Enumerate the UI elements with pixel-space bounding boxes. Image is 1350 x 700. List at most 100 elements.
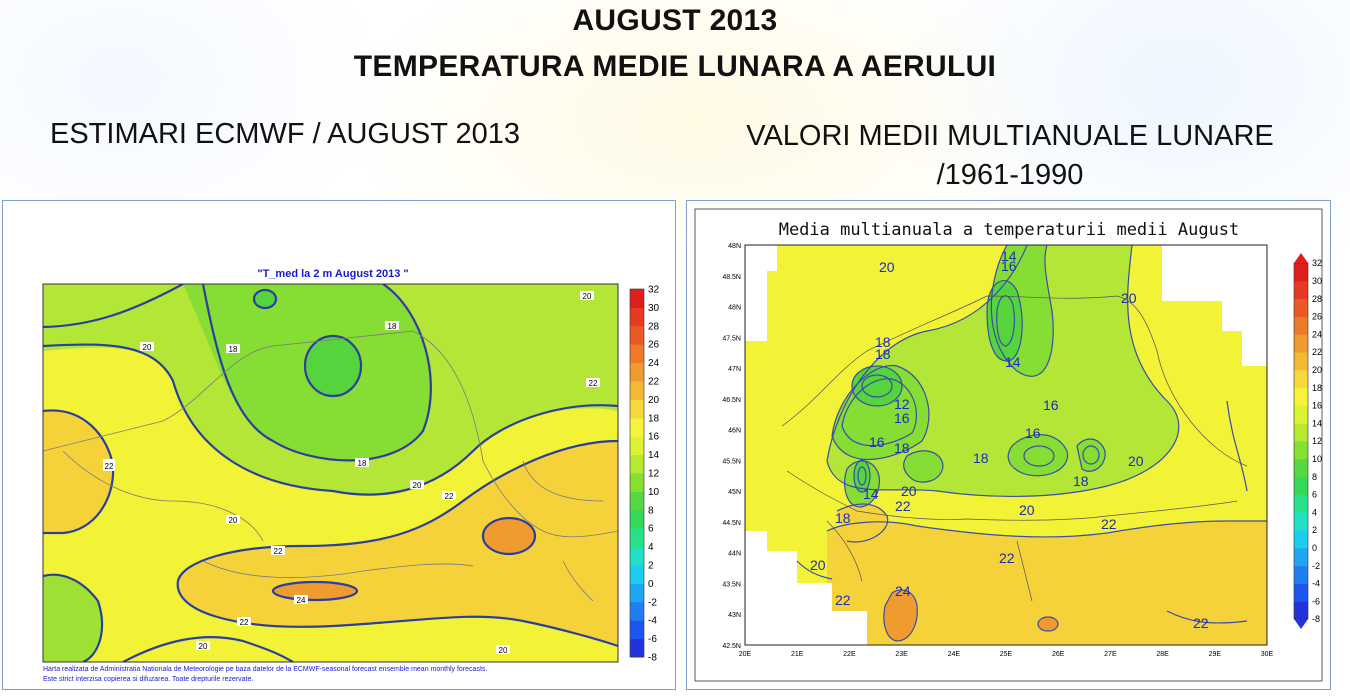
legend-swatch bbox=[630, 325, 644, 345]
legend-arrow-up bbox=[1294, 253, 1308, 263]
legend-swatch bbox=[1294, 565, 1308, 584]
slide-title: AUGUST 2013 bbox=[572, 4, 778, 37]
contour-label: 18 bbox=[875, 346, 891, 362]
svg-text:20: 20 bbox=[229, 516, 238, 525]
longitude-label: 30E bbox=[1261, 651, 1274, 658]
contour-label: 22 bbox=[237, 617, 251, 627]
legend-swatch bbox=[630, 509, 644, 529]
legend-swatch bbox=[630, 289, 644, 308]
contour-label: 18 bbox=[973, 450, 989, 466]
legend-swatch bbox=[1294, 494, 1308, 513]
ecmwf-forecast-map: "T_med la 2 m August 2013 " bbox=[42, 268, 660, 683]
contour-label: 20 bbox=[496, 645, 510, 655]
legend-label: 16 bbox=[648, 432, 660, 443]
longitude-label: 28E bbox=[1156, 651, 1169, 658]
left-map-caption: ESTIMARI ECMWF / AUGUST 2013 bbox=[50, 118, 521, 150]
contour-label: 22 bbox=[103, 459, 115, 471]
contour-label: 20 bbox=[1128, 453, 1144, 469]
legend-swatch bbox=[630, 417, 644, 437]
legend-swatch bbox=[630, 620, 644, 640]
legend-swatch bbox=[1294, 583, 1308, 602]
latitude-label: 48.5N bbox=[722, 274, 741, 281]
contour-label: 14 bbox=[1001, 248, 1017, 264]
climatology-contour-labels: 20 14 16 20 18 14 18 12 16 16 18 16 18 1… bbox=[810, 248, 1209, 631]
contour-label: 18 bbox=[894, 440, 910, 456]
legend-label: 18 bbox=[1312, 383, 1322, 393]
legend-label: 22 bbox=[1312, 347, 1322, 357]
contour-label: 14 bbox=[863, 486, 879, 502]
legend-swatch bbox=[1294, 405, 1308, 424]
legend-label: 26 bbox=[648, 340, 660, 351]
ecmwf-temperature-field bbox=[43, 284, 618, 662]
contour-label: 20 bbox=[226, 515, 240, 525]
legend-label: 4 bbox=[648, 542, 654, 553]
latitude-label: 46N bbox=[728, 428, 741, 435]
legend-label: -2 bbox=[648, 597, 657, 608]
legend-swatch bbox=[630, 528, 644, 548]
longitude-label: 25E bbox=[1000, 651, 1013, 658]
contour-label: 18 bbox=[226, 344, 240, 354]
legend-label: 24 bbox=[648, 358, 660, 369]
legend-swatch bbox=[630, 638, 644, 658]
legend-swatch bbox=[1294, 387, 1308, 406]
legend-label: 26 bbox=[1312, 312, 1322, 322]
contour-label: 20 bbox=[196, 641, 210, 651]
legend-swatch bbox=[630, 344, 644, 364]
legend-swatch bbox=[1294, 352, 1308, 371]
legend-swatch bbox=[1294, 458, 1308, 478]
legend-swatch bbox=[1294, 280, 1308, 300]
legend-swatch bbox=[630, 583, 644, 603]
legend-swatch bbox=[1294, 547, 1308, 567]
legend-label: -4 bbox=[1312, 579, 1320, 589]
contour-label: 18 bbox=[835, 510, 851, 526]
svg-text:22: 22 bbox=[240, 618, 249, 627]
legend-label: 24 bbox=[1312, 329, 1322, 339]
right-caption-line1: VALORI MEDII MULTIANUALE LUNARE bbox=[746, 120, 1274, 152]
legend-swatch bbox=[630, 362, 644, 382]
contour-label: 20 bbox=[901, 483, 917, 499]
latitude-label: 45.5N bbox=[722, 458, 741, 465]
legend-label: 28 bbox=[648, 321, 660, 332]
legend-label: -6 bbox=[1312, 596, 1320, 606]
longitude-tick-labels: 20E 21E 22E 23E 24E 25E 26E 27E 28E 29E 30E bbox=[739, 651, 1274, 658]
legend-arrow-down bbox=[1294, 619, 1308, 629]
svg-text:18: 18 bbox=[358, 459, 367, 468]
latitude-label: 44N bbox=[728, 551, 741, 558]
contour-label: 12 bbox=[894, 396, 910, 412]
contour-label: 18 bbox=[385, 321, 399, 331]
legend-swatch bbox=[1294, 334, 1308, 353]
legend-label: -8 bbox=[1312, 614, 1320, 624]
legend-label: 22 bbox=[648, 377, 660, 388]
contour-label: 20 bbox=[1121, 290, 1137, 306]
legend-swatch bbox=[630, 436, 644, 456]
legend-label: 10 bbox=[648, 487, 660, 498]
legend-label: -8 bbox=[648, 653, 657, 664]
legend-label: 12 bbox=[648, 469, 660, 480]
contour-label: 24 bbox=[895, 583, 911, 599]
ecmwf-contour-labels: 20 18 18 20 18 20 22 22 22 20 22 20 24 2… bbox=[103, 291, 600, 655]
legend-swatch bbox=[1294, 512, 1308, 531]
legend-label: 32 bbox=[1312, 258, 1322, 268]
ecmwf-map-title: "T_med la 2 m August 2013 " bbox=[257, 268, 408, 280]
legend-label: 20 bbox=[648, 395, 660, 406]
longitude-label: 29E bbox=[1209, 651, 1222, 658]
legend-label: 20 bbox=[1312, 365, 1322, 375]
legend-swatch bbox=[1294, 476, 1308, 495]
contour-label: 20 bbox=[1019, 502, 1035, 518]
legend-swatch bbox=[1294, 369, 1308, 389]
legend-label: 8 bbox=[1312, 472, 1317, 482]
legend-label: 2 bbox=[648, 561, 654, 572]
legend-swatch bbox=[1294, 423, 1308, 442]
legend-swatch bbox=[1294, 298, 1308, 317]
legend-label: 32 bbox=[648, 285, 660, 296]
contour-label: 18 bbox=[355, 458, 369, 468]
contour-label: 20 bbox=[879, 259, 895, 275]
contour-label: 24 bbox=[294, 595, 308, 605]
legend-swatch bbox=[630, 491, 644, 511]
legend-label: 4 bbox=[1312, 507, 1317, 517]
legend-swatch bbox=[630, 565, 644, 584]
right-map-caption: VALORI MEDII MULTIANUALE LUNARE /1961-19… bbox=[700, 117, 1320, 195]
legend-label: 2 bbox=[1312, 525, 1317, 535]
legend-label: 10 bbox=[1312, 454, 1322, 464]
